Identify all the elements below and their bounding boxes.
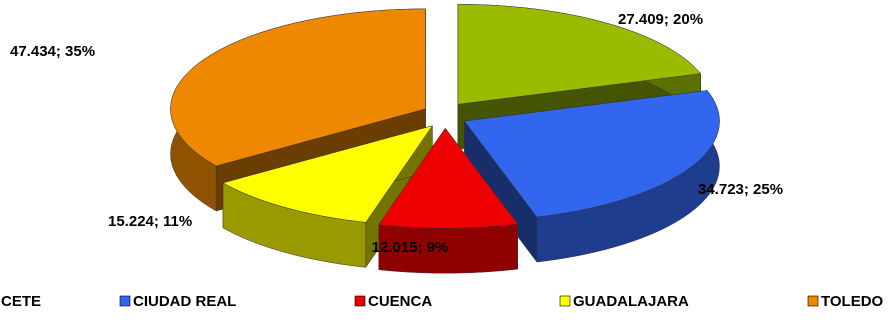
data-label: 34.723; 25% bbox=[698, 181, 783, 198]
data-label: 15.224; 11% bbox=[108, 213, 192, 230]
legend-label: CIUDAD REAL bbox=[133, 293, 236, 310]
legend-label: CUENCA bbox=[368, 293, 432, 310]
legend-swatch bbox=[807, 295, 819, 307]
data-label: 47.434; 35% bbox=[10, 43, 95, 60]
slice bbox=[170, 8, 426, 167]
legend-label: CETE bbox=[1, 293, 41, 310]
legend-swatch bbox=[119, 295, 131, 307]
legend-label: TOLEDO bbox=[821, 293, 884, 310]
slice bbox=[222, 125, 433, 223]
slice bbox=[378, 127, 519, 229]
slice bbox=[457, 4, 702, 105]
data-label: 27.409; 20% bbox=[618, 11, 703, 28]
legend-label: GUADALAJARA bbox=[573, 293, 689, 310]
legend-swatch bbox=[559, 295, 571, 307]
legend-swatch bbox=[354, 295, 366, 307]
data-label: 12.015; 9% bbox=[372, 239, 449, 256]
slice bbox=[463, 90, 720, 218]
